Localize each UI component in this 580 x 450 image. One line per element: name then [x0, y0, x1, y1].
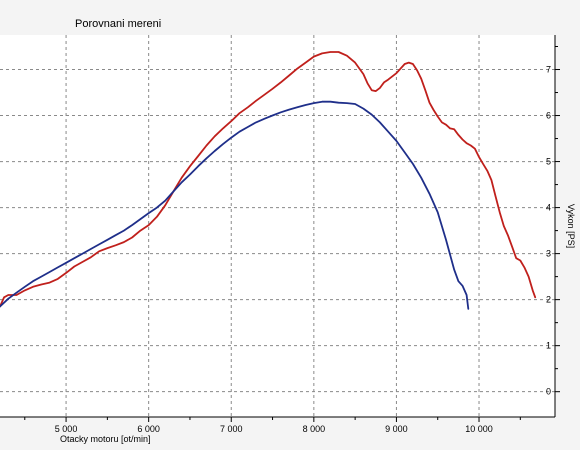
- x-tick-label: 6 000: [137, 424, 160, 434]
- y-axis-ticks: 0 1 2 3 4 5 6 7: [546, 46, 560, 397]
- y-tick-label: 6: [546, 111, 551, 121]
- series-group: [0, 51, 537, 310]
- x-tick-label: 9 000: [385, 424, 408, 434]
- y-tick-label: 3: [546, 249, 551, 259]
- plot-area: [0, 35, 555, 417]
- y-tick-label: 5: [546, 157, 551, 167]
- x-axis-ticks: 5 000 6 000 7 000 8 000 9 000 10 000: [24, 417, 521, 434]
- y-tick-label: 4: [546, 203, 551, 213]
- grid: [0, 35, 555, 417]
- y-tick-label: 2: [546, 295, 551, 305]
- x-tick-label: 10 000: [465, 424, 493, 434]
- x-tick-label: 5 000: [55, 424, 78, 434]
- y-tick-label: 1: [546, 341, 551, 351]
- y-tick-label: 0: [546, 387, 551, 397]
- chart-title: Porovnani mereni: [75, 18, 161, 30]
- x-axis-label: Otacky motoru [ot/min]: [60, 434, 151, 444]
- series-line-blue: [0, 100, 470, 310]
- x-tick-label: 8 000: [303, 424, 326, 434]
- y-tick-label: 7: [546, 65, 551, 75]
- x-tick-label: 7 000: [220, 424, 243, 434]
- series-line-red: [0, 51, 537, 308]
- y-axis-label: Vykon [PS]: [566, 204, 576, 248]
